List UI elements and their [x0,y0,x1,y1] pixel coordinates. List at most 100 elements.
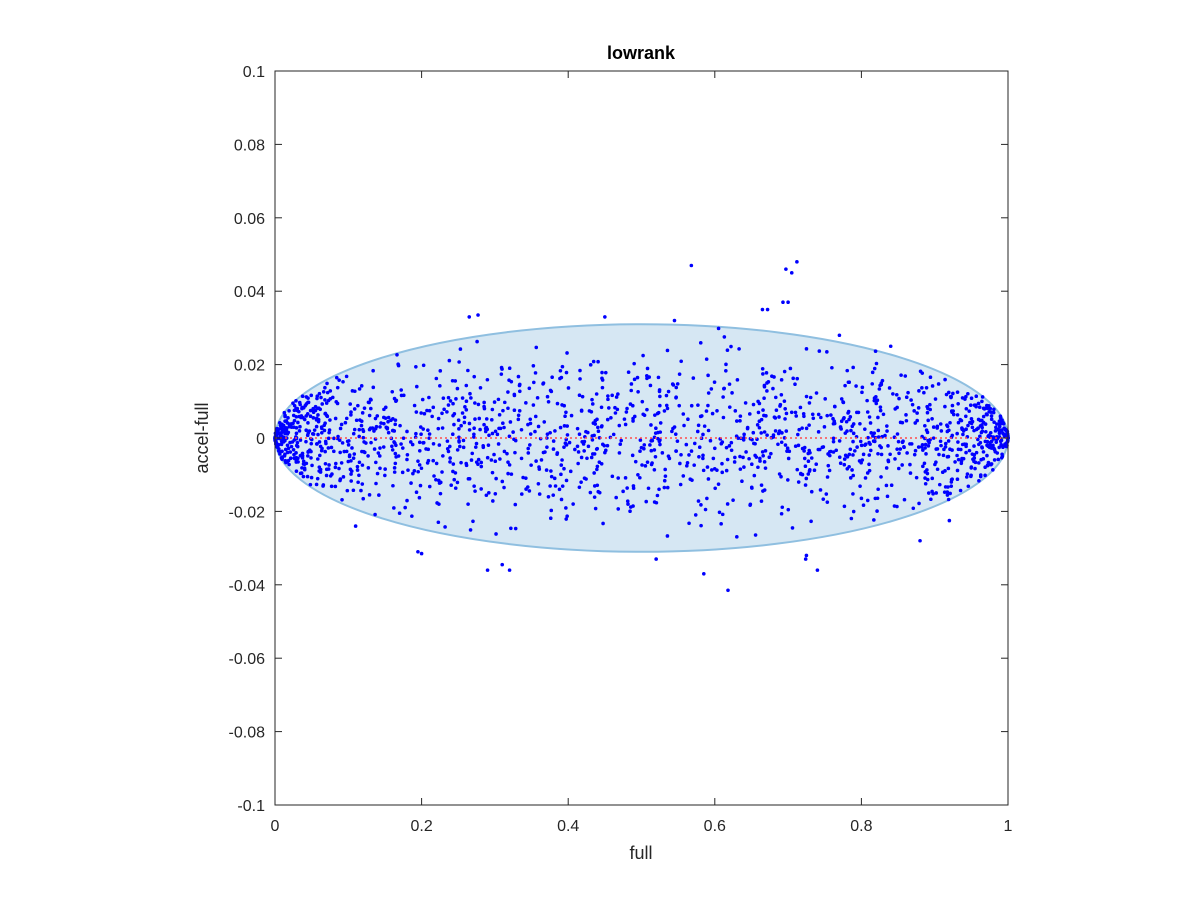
data-point [935,467,940,472]
data-point [448,399,453,403]
data-point [883,433,887,438]
data-point [544,468,549,472]
data-point [949,480,954,484]
data-point [879,452,884,457]
data-point [709,387,714,391]
data-point [881,412,886,417]
data-point [720,512,725,517]
data-point [329,445,334,450]
data-point [782,436,787,440]
data-point [689,449,694,453]
data-point [945,490,950,494]
data-point [982,407,987,411]
data-point [677,372,682,376]
data-point [914,475,919,480]
data-point [565,433,570,437]
x-tick-label: 0.4 [557,818,579,835]
data-point [527,386,532,391]
data-point [563,414,567,419]
data-point [888,452,892,457]
data-point [349,459,353,463]
data-point [582,476,587,480]
data-point [897,451,901,456]
data-point [970,425,975,430]
data-point [427,408,432,413]
data-point [399,393,404,398]
data-point [333,484,338,489]
data-point [300,394,305,399]
data-point [652,467,657,472]
data-point [662,478,667,483]
data-point [282,454,287,458]
data-point [946,466,951,471]
data-point [721,415,726,420]
data-point [346,443,351,447]
data-point [796,443,801,448]
data-point [332,449,336,454]
data-point [603,370,608,375]
data-point [533,371,538,375]
data-point [733,455,737,460]
data-point [502,485,506,490]
data-point [490,407,495,412]
data-point [361,496,366,501]
data-point [617,451,622,455]
data-point [294,415,299,419]
data-point [414,431,418,436]
data-point [623,476,628,480]
data-point [497,426,501,431]
data-point [453,379,458,383]
data-point [392,470,397,474]
data-point [484,493,489,498]
data-point [777,472,782,476]
chart-title: lowrank [607,43,676,63]
data-point [665,348,670,353]
data-point [349,469,354,473]
data-point [298,424,302,429]
data-point [417,448,422,453]
data-point [903,374,908,378]
data-point [326,446,331,450]
data-point [761,453,765,458]
data-point [931,492,935,496]
data-point [900,463,904,467]
data-point [320,402,325,406]
data-point [590,434,595,438]
data-point [564,506,568,510]
data-point [323,398,327,402]
data-point [818,488,823,492]
data-point [513,450,517,455]
data-point [506,390,510,394]
data-point [441,396,446,400]
data-point [935,447,940,451]
data-point [727,382,732,386]
data-point [528,443,532,447]
data-point [457,360,461,364]
data-point [923,446,927,450]
data-point [564,410,568,415]
data-point [988,406,993,411]
data-point [441,454,445,458]
data-point [928,375,933,380]
data-point [440,426,445,430]
data-point [825,500,830,504]
data-point [763,449,768,453]
data-point [564,517,569,521]
data-point [838,425,843,429]
data-point [923,476,927,480]
data-point [299,471,304,475]
data-point-outlier [672,318,677,323]
data-point [705,465,710,469]
data-point [357,427,362,432]
data-point [516,413,521,418]
data-point [408,440,413,444]
data-point [825,413,830,418]
data-point [777,429,782,433]
data-point [508,420,513,424]
data-point [375,414,380,418]
data-point [394,443,398,448]
data-point [972,428,976,433]
data-point [628,402,633,406]
data-point [977,442,981,447]
data-point [878,405,883,409]
